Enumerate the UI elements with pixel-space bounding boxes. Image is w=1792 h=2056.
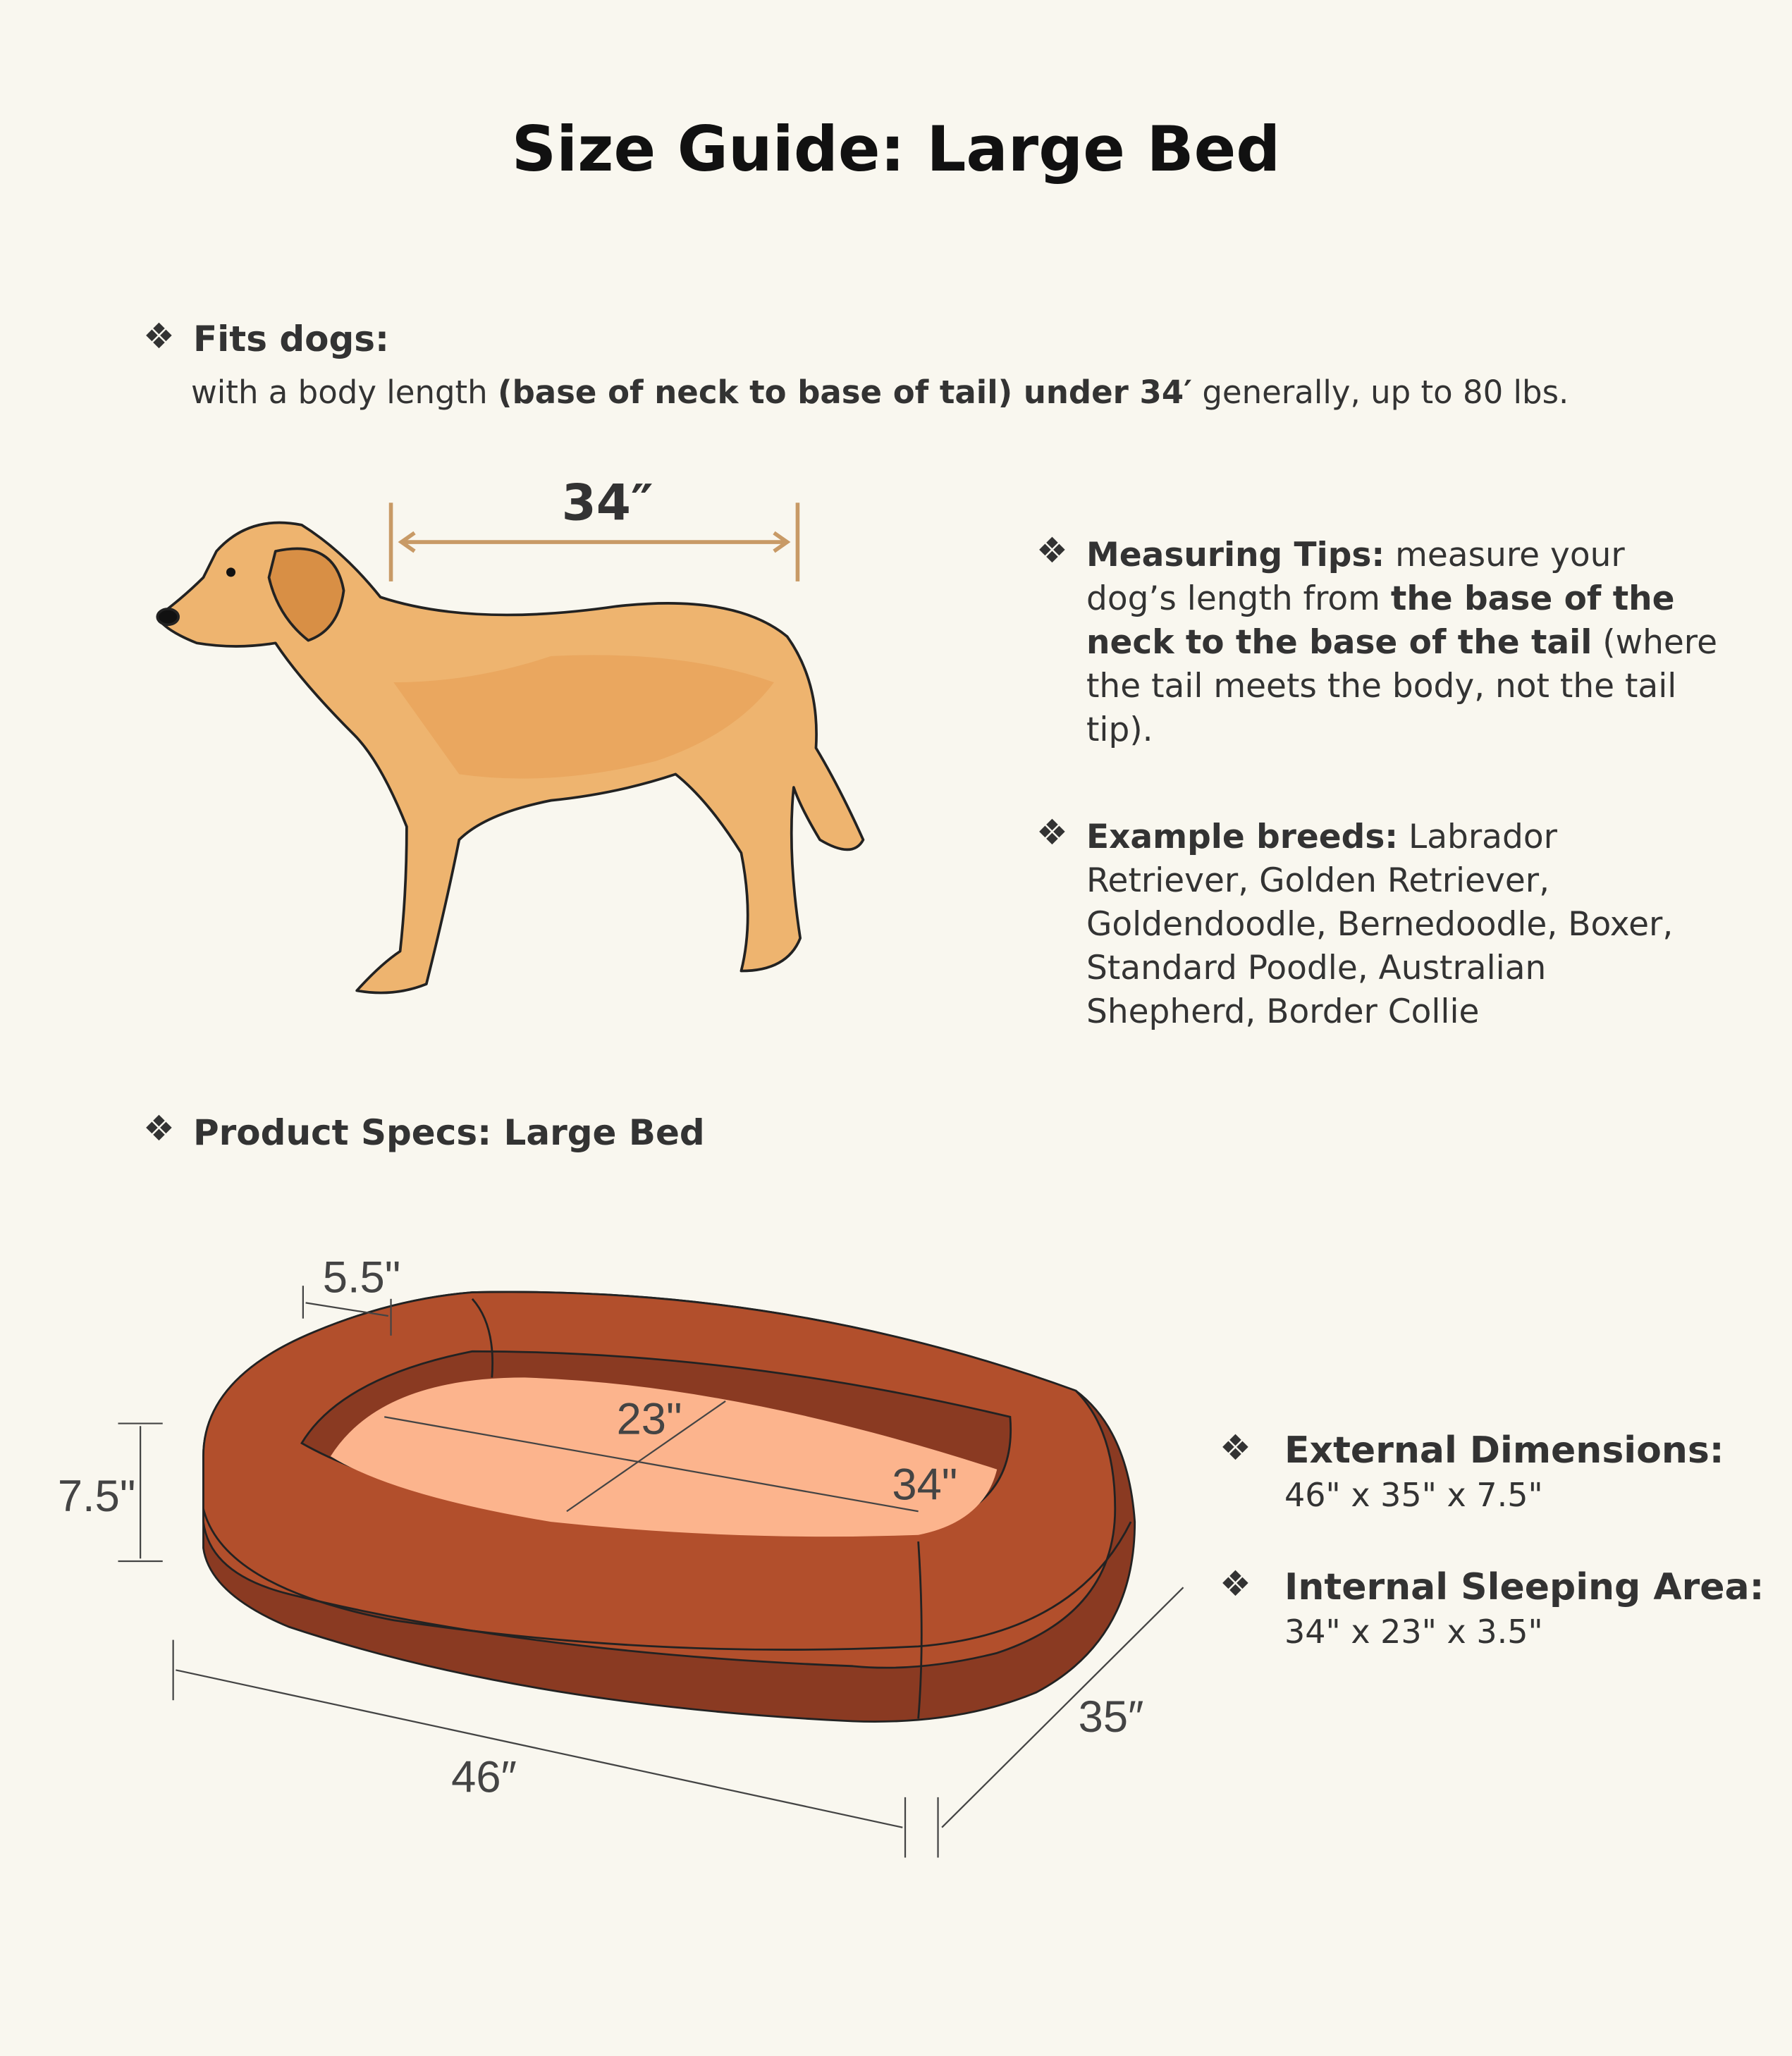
- four-diamond-icon: ❖: [1220, 1427, 1251, 1468]
- four-diamond-icon: ❖: [1220, 1563, 1251, 1604]
- fits-dogs-heading: Fits dogs:: [193, 319, 390, 359]
- product-specs-heading: Product Specs: Large Bed: [193, 1112, 705, 1153]
- bed-height-label: 7.5": [58, 1472, 135, 1521]
- four-diamond-icon: ❖: [143, 1108, 175, 1149]
- fits-dogs-text: with a body length (base of neck to base…: [191, 374, 1569, 411]
- tips-text-pre: measure your dog’s length from: [1086, 536, 1625, 618]
- four-diamond-icon: ❖: [1036, 530, 1068, 571]
- breeds-heading: Example breeds:: [1086, 818, 1399, 856]
- wall-thickness-label: 5.5": [323, 1252, 400, 1302]
- bed-width-label: 35″: [1079, 1692, 1144, 1742]
- bed-length-label: 46″: [451, 1752, 517, 1802]
- fits-text-bold: (base of neck to base of tail) under 34′: [498, 374, 1193, 411]
- dog-length-measure: [388, 503, 800, 581]
- external-dimensions-heading: External Dimensions:: [1284, 1429, 1724, 1472]
- measuring-tips: Measuring Tips: measure your dog’s lengt…: [1086, 534, 1721, 752]
- external-dimensions-value: 46" x 35" x 7.5": [1284, 1476, 1543, 1514]
- fits-text-pre: with a body length: [191, 374, 498, 411]
- internal-area-heading: Internal Sleeping Area:: [1284, 1566, 1765, 1608]
- inner-width-label: 23": [617, 1394, 682, 1443]
- four-diamond-icon: ❖: [1036, 812, 1068, 853]
- breeds-text: Labrador Retriever, Golden Retriever, Go…: [1086, 818, 1674, 1031]
- four-diamond-icon: ❖: [143, 316, 175, 357]
- tips-text-post: (where the tail meets the body, not the …: [1086, 623, 1717, 749]
- bed-dimension-labels: 5.5" 7.5" 23" 34" 46″ 35″: [58, 1252, 1144, 1802]
- tips-heading: Measuring Tips:: [1086, 536, 1385, 574]
- dog-length-label: 34″: [562, 473, 653, 531]
- page-title: Size Guide: Large Bed: [511, 113, 1281, 185]
- tips-text-bold: the base of the neck to the base of the …: [1086, 579, 1675, 662]
- bed-dimension-lines: [118, 1286, 1184, 1858]
- internal-area-value: 34" x 23" x 3.5": [1284, 1613, 1543, 1651]
- fits-text-post: generally, up to 80 lbs.: [1192, 374, 1569, 411]
- example-breeds: Example breeds: Labrador Retriever, Gold…: [1086, 815, 1721, 1034]
- bed-illustration: [202, 1291, 1136, 1723]
- dog-illustration: [156, 521, 865, 995]
- inner-length-label: 34": [892, 1460, 957, 1509]
